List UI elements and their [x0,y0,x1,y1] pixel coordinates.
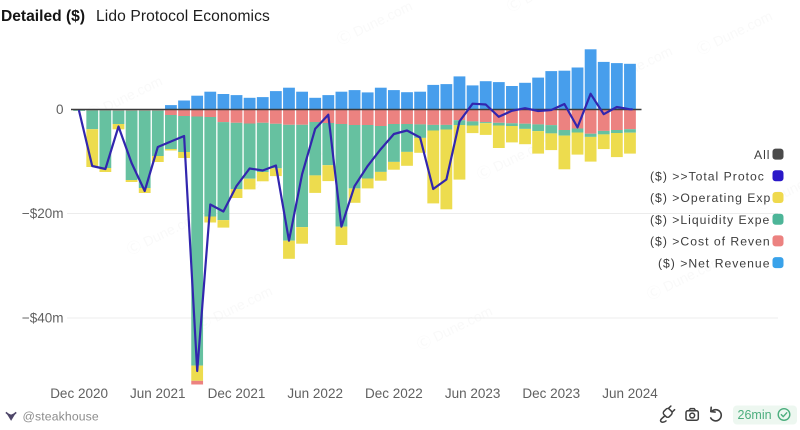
svg-text:Dec 2023: Dec 2023 [522,386,580,401]
svg-text:Dec 2021: Dec 2021 [208,386,266,401]
svg-text:Dec 2022: Dec 2022 [365,386,423,401]
svg-text:Jun 2021: Jun 2021 [130,386,186,401]
svg-text:@steakhouse: @steakhouse [23,410,99,424]
svg-text:($) >Operating Exp: ($) >Operating Exp [650,191,771,205]
svg-text:0: 0 [56,102,64,117]
svg-text:Jun 2022: Jun 2022 [287,386,343,401]
svg-text:Lido Protocol Economics: Lido Protocol Economics [96,8,270,25]
svg-text:−$40m: −$40m [22,311,64,326]
svg-text:26min: 26min [738,408,772,422]
svg-text:−$20m: −$20m [22,206,64,221]
svg-text:Detailed ($): Detailed ($) [1,8,85,25]
svg-text:Jun 2024: Jun 2024 [602,386,658,401]
svg-text:($) >Net Revenue: ($) >Net Revenue [658,256,771,270]
svg-text:Jun 2023: Jun 2023 [445,386,501,401]
svg-text:($) >Cost of Reven: ($) >Cost of Reven [650,235,771,249]
svg-text:Dec 2020: Dec 2020 [50,386,108,401]
svg-text:($) >>Total Protoc: ($) >>Total Protoc [650,170,765,184]
svg-text:All: All [754,148,771,162]
svg-text:($) >Liquidity Expe: ($) >Liquidity Expe [650,213,770,227]
